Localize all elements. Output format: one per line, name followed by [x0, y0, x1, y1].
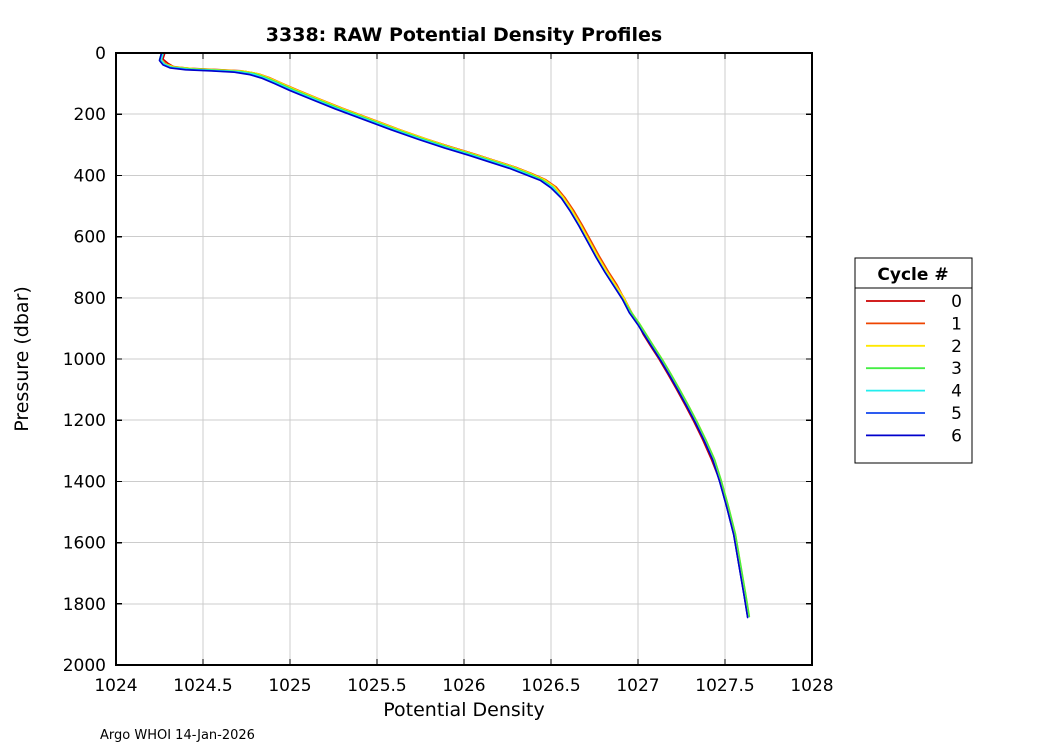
y-tick-label: 600	[74, 228, 106, 248]
legend-label: 5	[951, 404, 962, 424]
x-tick-label: 1024.5	[173, 676, 232, 696]
legend-entry-cycle-5[interactable]: 5	[866, 404, 962, 424]
legend-label: 1	[951, 314, 962, 334]
legend-label: 6	[951, 426, 962, 446]
legend-box	[854, 257, 973, 464]
x-tick-label: 1024	[94, 676, 137, 696]
y-tick-labels: 0 200 400 600 800 1000 1200 1400 1600 1800 2000	[63, 44, 106, 676]
y-axis-label: Pressure (dbar)	[11, 286, 33, 432]
legend-entry-cycle-3[interactable]: 3	[866, 359, 962, 379]
legend-label: 0	[951, 292, 962, 312]
legend-label: 3	[951, 359, 962, 379]
x-tick-label: 1026.5	[521, 676, 580, 696]
profile-line-cycle-6	[158, 53, 749, 619]
legend-entry-cycle-1[interactable]: 1	[866, 314, 962, 334]
legend-entry-cycle-4[interactable]: 4	[866, 382, 962, 402]
legend-label: 4	[951, 382, 962, 402]
legend[interactable]: Cycle # 01 23 456	[854, 257, 973, 464]
legend-title: Cycle #	[877, 265, 948, 285]
legend-entry-cycle-0[interactable]: 0	[866, 292, 962, 312]
y-tick-label: 1200	[63, 411, 106, 431]
y-tick-label: 1000	[63, 350, 106, 370]
legend-label: 2	[951, 337, 962, 357]
legend-entries[interactable]: 01 23 456	[866, 292, 962, 446]
y-tick-label: 1800	[63, 595, 106, 615]
legend-entry-cycle-6[interactable]: 6	[866, 426, 962, 446]
y-tick-label: 0	[95, 44, 106, 64]
y-tick-label: 2000	[63, 656, 106, 676]
x-tick-labels: 1024 1024.5 1025 1025.5 1026 1026.5 1027 1027.5…	[94, 676, 833, 696]
x-tick-label: 1025.5	[347, 676, 406, 696]
y-tick-label: 400	[74, 166, 106, 186]
y-tick-label: 200	[74, 105, 106, 125]
profile-curves	[158, 52, 751, 619]
plot-frame	[115, 52, 813, 666]
x-tick-label: 1025	[268, 676, 311, 696]
y-tick-label: 1400	[63, 472, 106, 492]
legend-entry-cycle-2[interactable]: 2	[866, 337, 962, 357]
x-tick-label: 1028	[790, 676, 833, 696]
footer-credit: Argo WHOI 14-Jan-2026	[100, 728, 255, 743]
x-tick-label: 1027.5	[695, 676, 754, 696]
y-tick-label: 800	[74, 289, 106, 309]
grid-lines	[116, 53, 812, 665]
x-tick-label: 1026	[442, 676, 485, 696]
x-tick-label: 1027	[616, 676, 659, 696]
page-title: 3338: RAW Potential Density Profiles	[266, 24, 662, 46]
x-axis-label: Potential Density	[383, 699, 545, 721]
y-tick-label: 1600	[63, 534, 106, 554]
